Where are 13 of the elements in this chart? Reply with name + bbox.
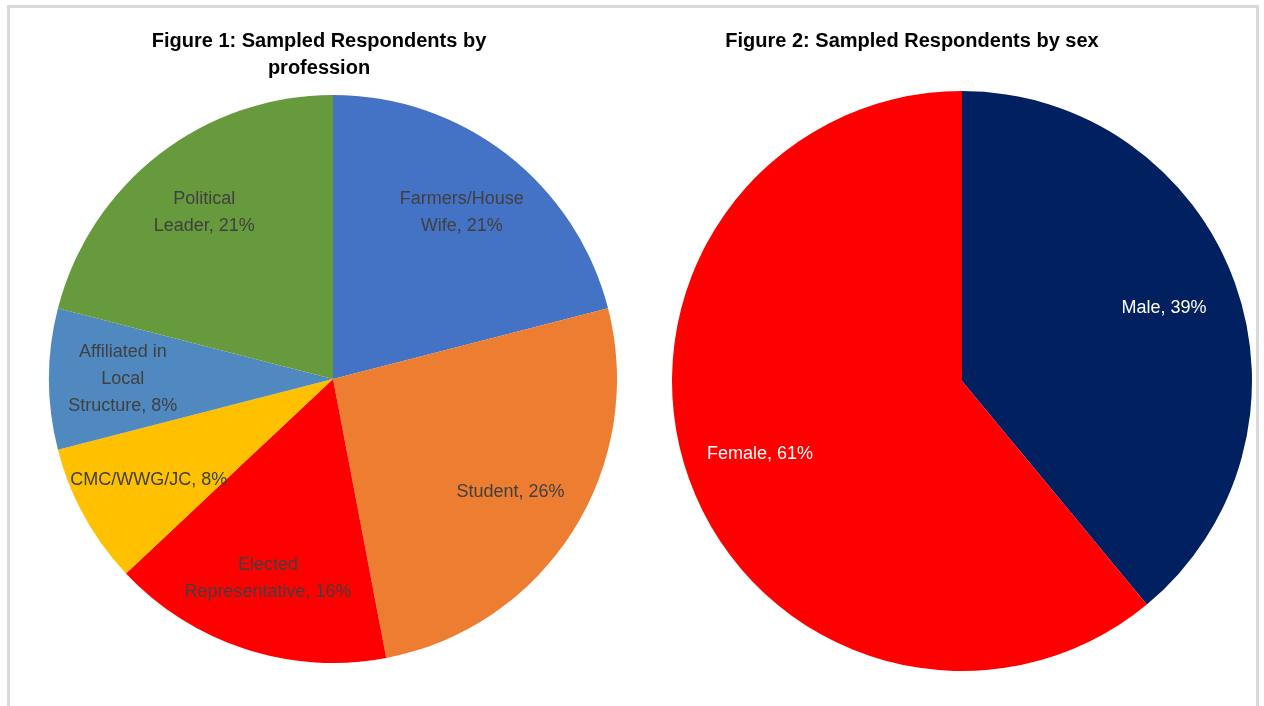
slice-label: Farmers/House Wife, 21% xyxy=(399,188,524,236)
slice-label: Political Leader, 21% xyxy=(153,188,255,236)
chart-title: Figure 2: Sampled Respondents by sex xyxy=(725,29,1099,51)
slice-label: CMC/WWG/JC, 8% xyxy=(70,469,228,490)
pie-slice xyxy=(962,91,1252,605)
slice-label: Elected Representative, 16% xyxy=(184,554,352,602)
chart-title: Figure 1: Sampled Respondents by profession xyxy=(151,29,488,78)
slice-label: Female, 61% xyxy=(707,442,814,463)
slice-label: Affiliated in Local Structure, 8% xyxy=(68,341,178,415)
pie-slice xyxy=(333,95,609,379)
slice-label: Male, 39% xyxy=(1121,297,1207,318)
slice-label: Student, 26% xyxy=(456,480,565,501)
pie-slice xyxy=(49,308,333,450)
